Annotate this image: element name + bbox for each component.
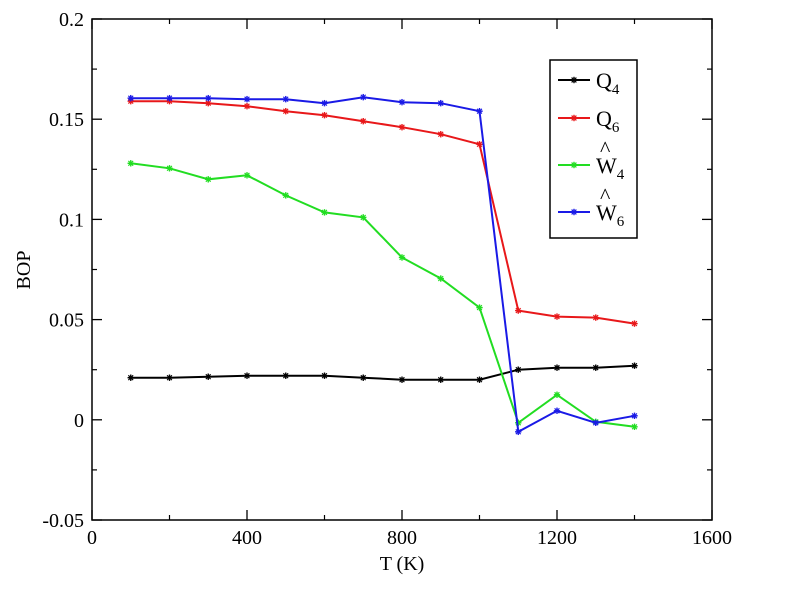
data-point-w6 (360, 93, 367, 101)
data-point-q6 (631, 320, 638, 327)
series-lines (127, 93, 638, 436)
data-point-w6 (398, 98, 406, 106)
data-point-q4 (243, 372, 251, 379)
data-point-w4 (282, 192, 289, 199)
y-tick-label: 0.2 (59, 9, 84, 31)
legend-label: Q4 (596, 68, 620, 98)
data-point-w6 (553, 407, 561, 414)
x-axis-title: T (K) (380, 553, 425, 575)
data-point-q4 (553, 364, 561, 371)
data-point-w6 (205, 94, 212, 102)
data-point-q4 (437, 376, 444, 383)
data-point-w6 (321, 99, 328, 107)
data-point-q6 (360, 118, 367, 125)
data-point-w6 (166, 94, 173, 102)
legend-item-w4: W4^ (558, 136, 625, 183)
series-line-q6 (130, 100, 635, 325)
data-point-w4 (205, 176, 212, 183)
legend-marker (570, 114, 578, 122)
data-point-w6 (515, 428, 522, 436)
y-tick-label: 0.15 (49, 109, 84, 131)
data-point-w6 (243, 95, 251, 103)
legend-hat: ^ (600, 183, 611, 208)
data-point-q6 (243, 102, 251, 110)
legend-label: W6 (596, 200, 625, 230)
data-point-w4 (631, 423, 638, 431)
legend-box (549, 59, 638, 239)
data-point-q4 (127, 374, 134, 381)
data-point-q4 (592, 364, 599, 371)
x-tick-label: 800 (387, 527, 417, 549)
data-point-q4 (631, 362, 638, 369)
axis-ticks (91, 18, 713, 521)
data-point-q4 (282, 372, 289, 379)
legend-marker (570, 161, 578, 169)
data-point-q6 (515, 307, 522, 314)
data-point-w6 (437, 99, 444, 107)
data-point-q6 (592, 314, 599, 321)
data-point-q4 (476, 376, 483, 383)
series-line-w4 (130, 162, 635, 428)
data-point-q4 (360, 374, 367, 381)
data-point-q6 (476, 141, 483, 148)
x-tick-label: 1600 (692, 527, 732, 549)
data-point-w6 (476, 107, 483, 115)
data-point-w6 (282, 95, 289, 103)
data-point-q6 (553, 313, 561, 320)
data-point-w4 (553, 391, 561, 398)
series-line-q4 (130, 364, 635, 381)
x-tick-label: 0 (87, 527, 97, 549)
data-point-w4 (398, 254, 406, 261)
y-tick-label: 0 (74, 410, 84, 432)
data-point-q4 (398, 376, 406, 383)
legend-label: Q6 (596, 106, 620, 136)
data-point-w6 (592, 419, 599, 427)
y-tick-label: 0.1 (59, 209, 84, 231)
data-point-w6 (127, 94, 134, 102)
data-point-q4 (515, 366, 522, 373)
data-point-q6 (437, 131, 444, 138)
data-point-w4 (321, 209, 328, 216)
legend-item-q6: Q6 (558, 106, 620, 136)
data-point-q4 (321, 372, 328, 379)
legend-hat: ^ (600, 136, 611, 161)
data-point-q6 (398, 124, 406, 131)
legend-label: W4 (596, 153, 625, 183)
y-tick-label: 0.05 (49, 310, 84, 332)
legend-marker (570, 208, 578, 216)
data-point-w6 (631, 412, 638, 419)
data-point-w4 (437, 275, 444, 282)
data-point-w4 (360, 214, 367, 221)
x-tick-label: 400 (232, 527, 262, 549)
data-point-w4 (127, 160, 134, 167)
data-point-q6 (282, 107, 289, 115)
y-tick-label: -0.05 (42, 510, 84, 532)
data-point-w4 (243, 172, 251, 179)
data-point-w4 (476, 304, 483, 311)
data-point-q4 (166, 374, 173, 381)
legend-marker (570, 76, 578, 84)
y-axis-title: BOP (13, 251, 35, 290)
data-point-q6 (321, 111, 328, 119)
x-tick-label: 1200 (537, 527, 577, 549)
data-point-w4 (166, 165, 173, 172)
legend-item-q4: Q4 (558, 68, 620, 98)
legend-item-w6: W6^ (558, 183, 625, 230)
series-line-w6 (130, 96, 635, 434)
data-point-q4 (205, 373, 212, 380)
